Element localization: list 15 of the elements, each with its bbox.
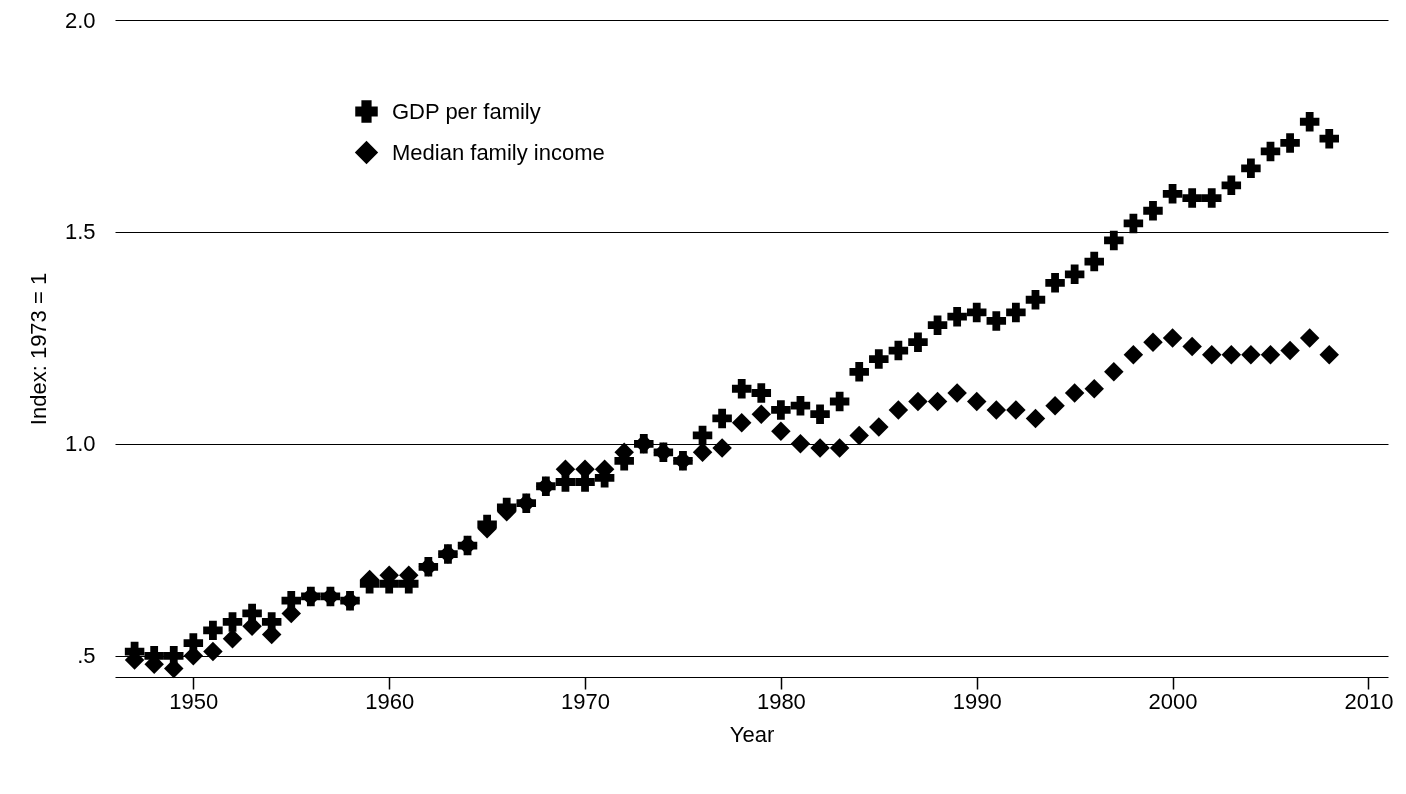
legend-label: GDP per family	[392, 98, 541, 124]
x-tick-label: 1990	[952, 688, 1002, 714]
y-tick-label: .5	[77, 643, 96, 669]
y-tick-label: 1.5	[64, 219, 96, 245]
x-tick-label: 2000	[1148, 688, 1198, 714]
legend-label: Median family income	[392, 139, 605, 165]
x-tick-label: 1950	[169, 688, 219, 714]
x-axis-title: Year	[729, 721, 775, 747]
y-tick-label: 1.0	[64, 431, 96, 457]
x-tick-label: 1970	[561, 688, 611, 714]
x-tick-label: 1960	[365, 688, 415, 714]
x-tick-label: 2010	[1344, 688, 1394, 714]
x-tick-label: 1980	[756, 688, 806, 714]
y-tick-label: 2.0	[64, 7, 96, 33]
y-axis-title: Index: 1973 = 1	[25, 272, 51, 426]
